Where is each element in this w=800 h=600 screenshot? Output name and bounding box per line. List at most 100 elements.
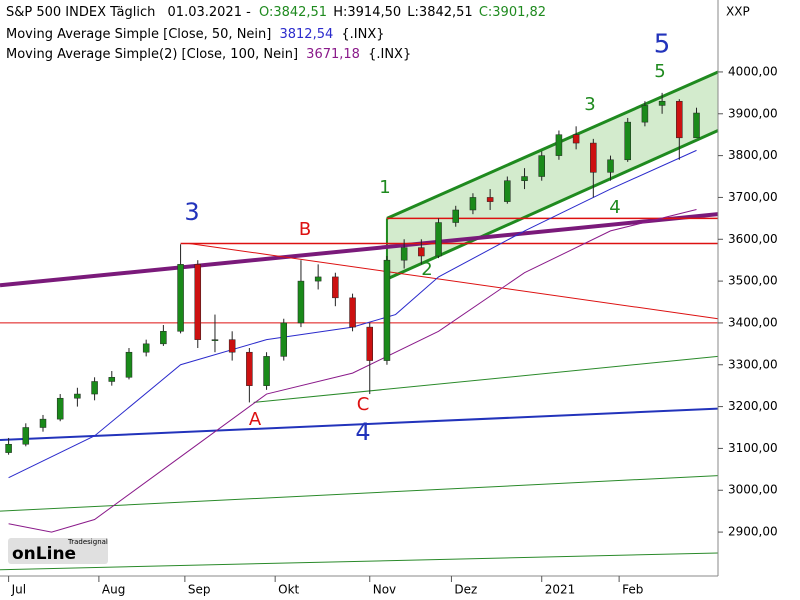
wave-label: C [357, 394, 370, 415]
watermark-box [8, 538, 108, 564]
ma-label: Moving Average Simple(2) [Close, 100, Ne… [6, 47, 298, 62]
candle-body [39, 418, 47, 428]
y-tick-label: 3200,00 [728, 399, 778, 413]
header: S&P 500 INDEX Täglich 01.03.2021 - O:384… [6, 5, 546, 20]
candle-body [572, 134, 580, 144]
ma-suffix: {.INX} [341, 27, 384, 42]
candle-body [624, 121, 631, 161]
y-tick-label: 2900,00 [728, 525, 778, 539]
candle-body [486, 197, 494, 202]
ma-legend: Moving Average Simple [Close, 50, Nein] … [6, 27, 385, 42]
ma-legend: Moving Average Simple(2) [Close, 100, Ne… [6, 47, 411, 62]
candle-body [332, 276, 339, 299]
wave-label: 4 [355, 418, 370, 446]
candle-body [74, 393, 81, 399]
wave-label: B [299, 219, 311, 240]
x-tick-label: Dez [454, 583, 477, 597]
wave-label: 3 [584, 94, 595, 115]
candle-body [194, 264, 202, 340]
wave-label: 5 [654, 61, 665, 82]
moving-average [8, 209, 697, 533]
candle-body [125, 351, 133, 378]
trend-line [253, 355, 719, 403]
y-tick-label: 3100,00 [728, 441, 778, 455]
candle-body [452, 209, 459, 223]
moving-average [8, 149, 697, 479]
header-high: H:3914,50 [333, 5, 401, 20]
candle-body [555, 134, 563, 156]
candle-body [263, 356, 270, 386]
trend-line [0, 475, 719, 512]
candle-body [91, 381, 98, 395]
channel-fill [386, 71, 718, 280]
x-tick-label: Feb [622, 583, 643, 597]
x-tick-label: Nov [373, 583, 396, 597]
header-close: C:3901,82 [479, 5, 546, 20]
candle-body [280, 322, 288, 357]
header-low: L:3842,51 [407, 5, 472, 20]
symbol: XXP [726, 5, 750, 19]
y-tick-label: 3000,00 [728, 483, 778, 497]
candle-body [641, 105, 649, 123]
trend-line [0, 407, 719, 442]
candle-body [5, 443, 12, 453]
wave-label: 5 [654, 30, 671, 60]
candle-body [676, 100, 683, 139]
candle-body [693, 112, 700, 139]
y-tick-label: 3900,00 [728, 106, 778, 120]
y-tick-label: 3300,00 [728, 357, 778, 371]
candle-body [435, 222, 442, 257]
candle-body [383, 259, 391, 361]
candle-body [108, 377, 116, 382]
header-open: O:3842,51 [259, 5, 327, 20]
candle-body [246, 351, 253, 386]
y-tick-label: 3500,00 [728, 274, 778, 288]
trend-line [0, 552, 719, 571]
x-tick-label: Sep [188, 583, 211, 597]
watermark-name: onLine [12, 544, 76, 564]
channel-line [386, 129, 719, 281]
candle-body [211, 339, 219, 341]
candle-body [590, 142, 597, 173]
candle-body [504, 180, 511, 202]
candle-body [56, 397, 64, 420]
candle-body [469, 197, 477, 211]
y-tick-label: 3600,00 [728, 232, 778, 246]
candle-body [418, 247, 425, 257]
x-tick-label: 2021 [545, 583, 576, 597]
candle-body [297, 280, 305, 324]
candle-body [658, 100, 666, 106]
x-tick-label: Jul [11, 583, 26, 597]
wave-label: 3 [184, 198, 199, 226]
y-tick-label: 3400,00 [728, 315, 778, 329]
ma-label: Moving Average Simple [Close, 50, Nein] [6, 27, 271, 42]
candle-body [314, 276, 322, 282]
header-title: S&P 500 INDEX Täglich [6, 5, 155, 20]
candle-body [142, 343, 150, 353]
ma-value: 3671,18 [306, 47, 360, 62]
candle-body [160, 331, 167, 345]
candle-body [177, 264, 184, 332]
wave-label: 2 [421, 259, 432, 280]
wave-label: A [249, 409, 262, 430]
candle-body [538, 155, 545, 177]
header-date: 01.03.2021 - [168, 5, 252, 20]
candle-body [22, 427, 30, 445]
ma-suffix: {.INX} [368, 47, 411, 62]
wave-label: 4 [609, 197, 620, 218]
y-tick-label: 4000,00 [728, 64, 778, 78]
candle-body [228, 339, 236, 353]
candle-body [349, 297, 356, 328]
wave-label: 1 [379, 177, 390, 198]
y-tick-label: 3800,00 [728, 148, 778, 162]
candle-body [366, 326, 373, 361]
candle-body [607, 159, 614, 173]
x-tick-label: Okt [278, 583, 299, 597]
y-tick-label: 3700,00 [728, 190, 778, 204]
candle-body [521, 176, 528, 181]
trend-line [189, 242, 719, 320]
ma-value: 3812,54 [279, 27, 333, 42]
plot-area [0, 70, 719, 571]
watermark-brand: Tradesignal [67, 538, 108, 546]
